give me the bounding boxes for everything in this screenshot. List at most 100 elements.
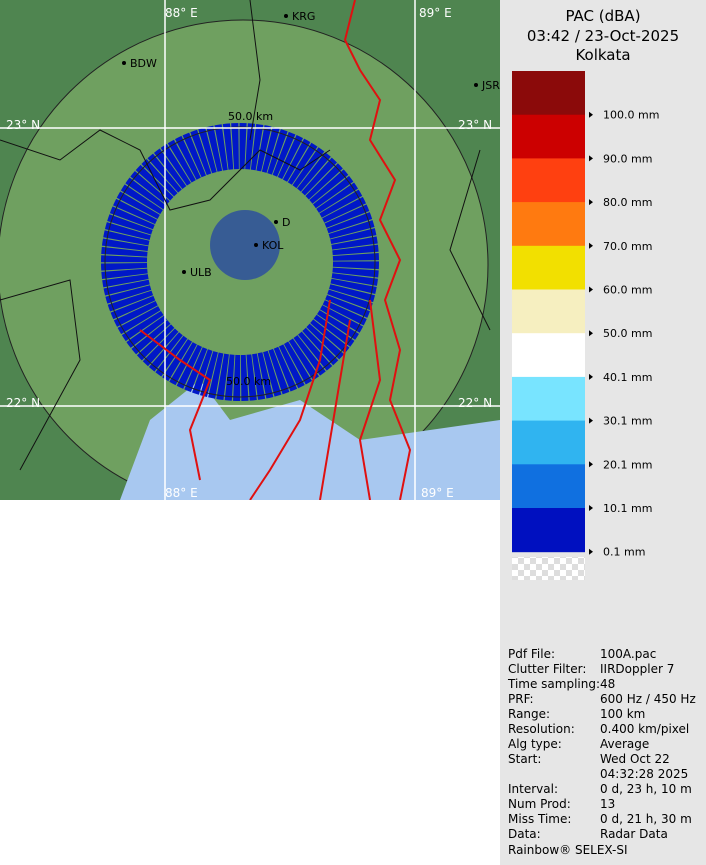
legend-tick: [589, 417, 593, 424]
legend-tick: [589, 505, 593, 511]
info-key: Clutter Filter:: [508, 662, 587, 676]
legend-label: 70.0 mm: [603, 240, 652, 253]
legend-tick: [589, 548, 593, 555]
legend-tick: [589, 373, 593, 380]
legend-label: 50.0 mm: [603, 327, 652, 340]
place-label: KRG: [292, 10, 315, 23]
legend-tick: [589, 461, 593, 468]
legend-tick: [589, 155, 593, 162]
info-value: 0.400 km/pixel: [600, 722, 690, 736]
place-dot: [254, 243, 258, 247]
side-panel: PAC (dBA) 03:42 / 23-Oct-2025 Kolkata 10…: [500, 0, 706, 865]
graticule: [0, 0, 500, 500]
info-key: Num Prod:: [508, 797, 571, 811]
grid-label: 23° N: [6, 118, 40, 132]
place-label: BDW: [130, 57, 157, 70]
info-row: Pdf File: 100A.pac: [508, 647, 706, 662]
info-value: 600 Hz / 450 Hz: [600, 692, 696, 706]
legend-swatch: [512, 508, 585, 553]
legend-label: 20.1 mm: [603, 458, 652, 471]
info-row: Time sampling: 48: [508, 677, 706, 692]
legend-label: 60.0 mm: [603, 284, 652, 297]
info-value: 0 d, 23 h, 10 m: [600, 782, 692, 796]
range-label: 50.0 km: [228, 110, 273, 123]
legend-label: 30.1 mm: [603, 415, 652, 428]
info-value: Radar Data: [600, 827, 668, 841]
echo-ring: [101, 123, 379, 401]
place-dot: [284, 14, 288, 18]
legend-tick: [589, 286, 593, 293]
info-row: Num Prod: 13: [508, 797, 706, 812]
grid-label: 88° E: [165, 6, 198, 20]
place-label: ULB: [190, 266, 212, 279]
info-value: IIRDoppler 7: [600, 662, 675, 676]
place-label: JSR: [481, 79, 500, 92]
info-row: Alg type: Average: [508, 737, 706, 752]
info-key: Pdf File:: [508, 647, 556, 661]
info-key: PRF:: [508, 692, 534, 706]
info-row: Data: Radar Data: [508, 827, 706, 842]
range-circle-50km: [104, 126, 376, 398]
info-value: Wed Oct 22: [600, 752, 670, 766]
grid-label: 89° E: [419, 6, 452, 20]
place-dot: [182, 270, 186, 274]
range-label: 50.0 km: [226, 375, 271, 388]
info-row: PRF: 600 Hz / 450 Hz: [508, 692, 706, 707]
info-key: Start:: [508, 752, 542, 766]
product-time: 03:42 / 23-Oct-2025: [526, 27, 680, 45]
districts: [0, 0, 491, 471]
info-row: Interval: 0 d, 23 h, 10 m: [508, 782, 706, 797]
place-label: KOL: [262, 239, 284, 252]
info-value: 100 km: [600, 707, 646, 721]
radar-map: KRG BDW JSR ULB KOL D 50.0 km 50.0 km 88° E 89° E…: [0, 0, 500, 500]
info-key: Data:: [508, 827, 541, 841]
place-dot: [122, 61, 126, 65]
info-value: 100A.pac: [600, 647, 657, 661]
info-key: Time sampling:: [508, 677, 601, 691]
legend-label: 100.0 mm: [603, 109, 659, 122]
info-row: Start: Wed Oct 22 04:32:28 2025: [508, 752, 706, 781]
info-key: Range:: [508, 707, 551, 721]
legend-label: 10.1 mm: [603, 502, 652, 515]
info-value: 04:32:28 2025: [600, 767, 689, 781]
legend-swatch: [512, 289, 585, 334]
legend-swatch: [512, 114, 585, 159]
echo-center: [210, 210, 280, 280]
places: KRG BDW JSR ULB KOL D 50.0 km 50.0 km 88° E 89° E…: [6, 6, 500, 500]
grid-label: 88° E: [165, 486, 198, 500]
boundaries: [139, 0, 412, 500]
legend-tick: [589, 242, 593, 249]
legend-tick: [589, 111, 593, 118]
legend-swatch: [512, 464, 585, 509]
info-row: Clutter Filter: IIRDoppler 7: [508, 662, 706, 677]
info-value: 13: [600, 797, 616, 811]
legend-swatch: [512, 158, 585, 203]
coast-line: [139, 299, 382, 500]
legend-swatch: [512, 245, 585, 290]
legend-swatch: [512, 71, 585, 116]
grid-label: 22° N: [6, 396, 40, 410]
info-row: Range: 100 km: [508, 707, 706, 722]
no-data-swatch: [512, 557, 585, 580]
info-row: Resolution: 0.400 km/pixel: [508, 722, 706, 737]
legend-tick: [589, 199, 593, 206]
legend-label: 90.0 mm: [603, 152, 652, 165]
legend-swatch: [512, 202, 585, 247]
legend-label: 0.1 mm: [603, 546, 645, 559]
info-key: Resolution:: [508, 722, 575, 736]
footer: Rainbow® SELEX-SI: [508, 843, 628, 857]
legend-label: 40.1 mm: [603, 371, 652, 384]
station-name: Kolkata: [575, 46, 631, 64]
legend-swatch: [512, 420, 585, 465]
product-title: PAC (dBA): [565, 7, 641, 25]
info-value: Average: [600, 737, 650, 751]
info-key: Alg type:: [508, 737, 562, 751]
place-dot: [474, 83, 478, 87]
info-key: Miss Time:: [508, 812, 572, 826]
info-value: 0 d, 21 h, 30 m: [600, 812, 692, 826]
district-line: [0, 0, 491, 471]
legend-label: 80.0 mm: [603, 196, 652, 209]
info-value: 48: [600, 677, 616, 691]
info-key: Interval:: [508, 782, 558, 796]
